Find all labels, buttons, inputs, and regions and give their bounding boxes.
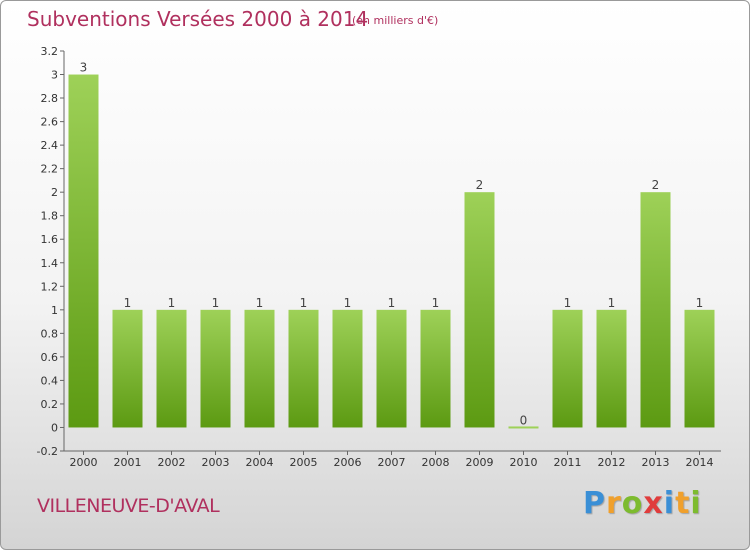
y-tick-label: 0.8 — [41, 327, 59, 340]
bar — [244, 309, 275, 428]
y-tick-label: 2.8 — [41, 92, 59, 105]
logo-letter: r — [606, 486, 622, 521]
x-tick-label: 2014 — [686, 456, 714, 469]
data-label: 1 — [564, 296, 572, 310]
x-tick-label: 2009 — [466, 456, 494, 469]
bar — [156, 309, 187, 428]
data-label: 1 — [256, 296, 264, 310]
y-tick-label: 1.4 — [41, 257, 59, 270]
bar — [112, 309, 143, 428]
data-label: 1 — [432, 296, 440, 310]
x-tick-label: 2003 — [202, 456, 230, 469]
x-tick-label: 2012 — [598, 456, 626, 469]
y-tick-label: 3 — [51, 69, 58, 82]
y-tick-label: 0.6 — [41, 351, 59, 364]
bar — [640, 192, 671, 428]
commune-name: VILLENEUVE-D'AVAL — [37, 495, 220, 517]
bar — [508, 426, 539, 429]
y-tick-label: 2.2 — [41, 163, 59, 176]
y-tick-label: 0.2 — [41, 398, 59, 411]
y-tick-label: 2 — [51, 186, 58, 199]
y-tick-label: 0 — [51, 421, 58, 434]
chart-unit: (en milliers d'€) — [352, 14, 439, 27]
y-tick-label: 2.4 — [41, 139, 59, 152]
y-tick-label: 3.2 — [41, 45, 59, 58]
data-label: 2 — [652, 178, 660, 192]
data-label: 1 — [300, 296, 308, 310]
x-tick-label: 2011 — [554, 456, 582, 469]
data-label: 2 — [476, 178, 484, 192]
data-label: 3 — [80, 61, 88, 75]
data-label: 1 — [124, 296, 132, 310]
data-label: 1 — [344, 296, 352, 310]
x-tick-label: 2008 — [422, 456, 450, 469]
data-label: 1 — [212, 296, 220, 310]
y-tick-label: 1.2 — [41, 280, 59, 293]
y-tick-label: 1.8 — [41, 210, 59, 223]
proxiti-logo: Proxiti — [583, 486, 702, 521]
logo-letter: x — [643, 486, 664, 521]
logo-letter: P — [583, 486, 606, 521]
logo-letter: i — [663, 486, 676, 521]
data-label: 0 — [520, 413, 528, 427]
x-tick-label: 2000 — [70, 456, 98, 469]
y-tick-label: 2.6 — [41, 116, 59, 129]
bar — [376, 309, 407, 428]
x-tick-label: 2002 — [158, 456, 186, 469]
x-tick-label: 2001 — [114, 456, 142, 469]
logo-letter: o — [621, 486, 644, 521]
data-label: 1 — [168, 296, 176, 310]
bar — [200, 309, 231, 428]
bar — [596, 309, 627, 428]
x-tick-label: 2005 — [290, 456, 318, 469]
y-tick-label: 1.6 — [41, 233, 59, 246]
bar — [68, 74, 99, 428]
bar — [420, 309, 451, 428]
y-tick-label: 0.4 — [41, 374, 59, 387]
logo-letter: i — [690, 486, 702, 521]
y-tick-label: -0.2 — [37, 445, 58, 458]
bar — [684, 309, 715, 428]
bar — [552, 309, 583, 428]
data-label: 1 — [696, 296, 704, 310]
data-label: 1 — [608, 296, 616, 310]
x-tick-label: 2006 — [334, 456, 362, 469]
data-label: 1 — [388, 296, 396, 310]
bar — [332, 309, 363, 428]
bar — [464, 192, 495, 428]
x-tick-label: 2010 — [510, 456, 538, 469]
y-tick-label: 1 — [51, 304, 58, 317]
x-tick-label: 2004 — [246, 456, 274, 469]
logo-letter: t — [675, 486, 691, 521]
bar — [288, 309, 319, 428]
chart-title: Subventions Versées 2000 à 2014 — [27, 7, 369, 31]
x-tick-label: 2007 — [378, 456, 406, 469]
x-tick-label: 2013 — [642, 456, 670, 469]
